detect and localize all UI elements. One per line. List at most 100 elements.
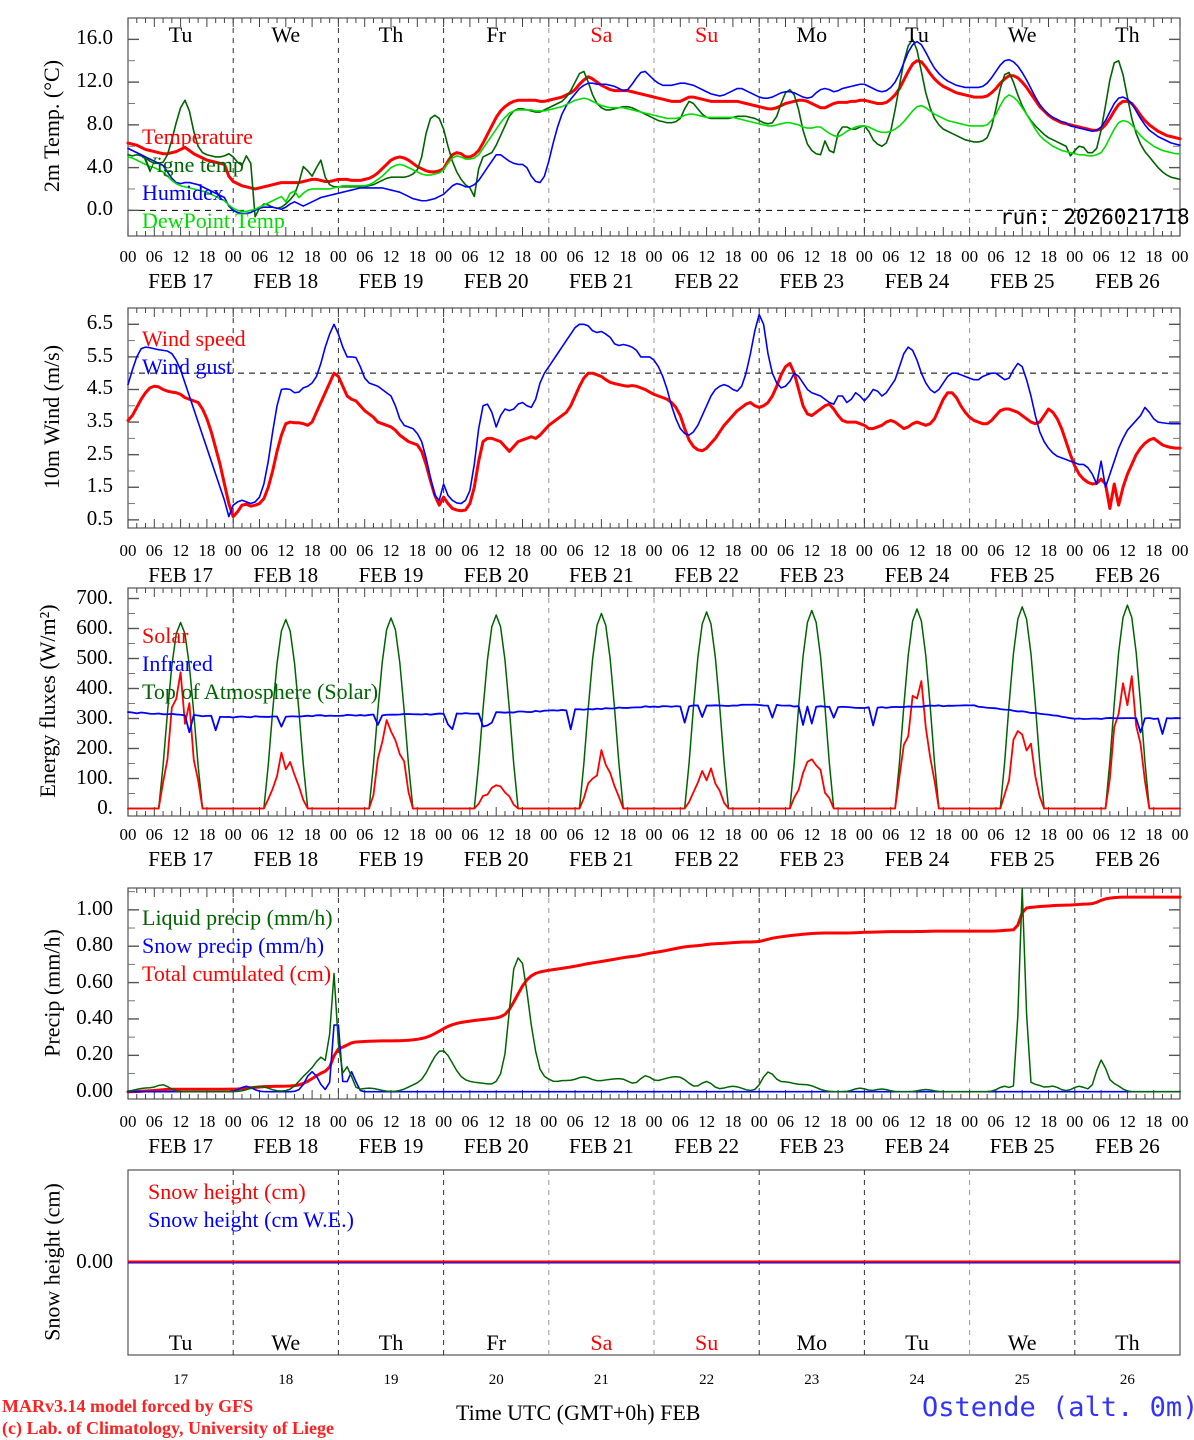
- xtime-3-186: 18: [934, 1112, 952, 1131]
- xtime-3-24: 00: [224, 1112, 242, 1131]
- ytick-energy-0: 0.: [97, 794, 113, 819]
- xdate-3-6: FEB 23: [779, 1134, 845, 1158]
- xtime-3-234: 18: [1145, 1112, 1163, 1131]
- xdate-0-7: FEB 24: [884, 269, 950, 293]
- xtime-1-162: 18: [829, 541, 847, 560]
- xtime-0-186: 18: [934, 247, 952, 266]
- xdate-2-9: FEB 26: [1095, 847, 1160, 871]
- xtime-1-198: 06: [987, 541, 1005, 560]
- xtime-1-66: 18: [408, 541, 426, 560]
- xtime-0-162: 18: [829, 247, 847, 266]
- xtime-2-90: 18: [514, 825, 531, 844]
- xtime-2-198: 06: [987, 825, 1005, 844]
- xtime-0-180: 12: [908, 247, 926, 266]
- run-label: run: 2026021718: [1000, 205, 1190, 229]
- xtime-3-222: 06: [1092, 1112, 1110, 1131]
- xtime-3-0: 00: [119, 1112, 137, 1131]
- xtime-3-132: 12: [698, 1112, 716, 1131]
- xtime-0-18: 18: [198, 247, 216, 266]
- xtime-3-126: 06: [671, 1112, 689, 1131]
- xtime-0-90: 18: [514, 247, 531, 266]
- xtime-2-228: 12: [1118, 825, 1136, 844]
- xtime-3-96: 00: [540, 1112, 558, 1131]
- xtime-1-150: 06: [777, 541, 794, 560]
- xdate-0-5: FEB 22: [674, 269, 739, 293]
- xdate-2-1: FEB 18: [253, 847, 319, 871]
- xtime-0-138: 18: [724, 247, 742, 266]
- ytick-wind-6: 6.5: [86, 310, 113, 335]
- legend-item-temperature-1: Vigne temp: [142, 152, 244, 178]
- xtime-1-234: 18: [1145, 541, 1163, 560]
- xtime-2-234: 18: [1145, 825, 1163, 844]
- daynum-7: 24: [909, 1372, 925, 1388]
- daynum-1: 18: [278, 1372, 294, 1388]
- xtime-3-36: 12: [277, 1112, 295, 1131]
- xtime-2-42: 18: [303, 825, 321, 844]
- xdate-3-9: FEB 26: [1095, 1134, 1160, 1158]
- xdate-0-3: FEB 20: [463, 269, 529, 293]
- xtime-1-0: 00: [119, 541, 137, 560]
- legend-snowheight: Snow height (cm) Snow height (cm W.E.): [148, 1178, 354, 1234]
- xdate-2-7: FEB 24: [884, 847, 950, 871]
- xtime-0-168: 00: [855, 247, 873, 266]
- xtime-1-114: 18: [619, 541, 637, 560]
- xtime-1-54: 06: [356, 541, 374, 560]
- xdate-0-9: FEB 26: [1095, 269, 1160, 293]
- xtime-2-150: 06: [777, 825, 794, 844]
- xtime-2-120: 00: [645, 825, 663, 844]
- xtime-1-102: 06: [566, 541, 584, 560]
- dayname-snow-0: Tu: [168, 1330, 193, 1355]
- xtime-2-66: 18: [408, 825, 426, 844]
- xtime-3-114: 18: [619, 1112, 637, 1131]
- xtime-2-108: 12: [592, 825, 610, 844]
- xtime-2-210: 18: [1040, 825, 1057, 844]
- xdate-2-3: FEB 20: [463, 847, 529, 871]
- ytick-snowheight-0: 0.00: [76, 1248, 113, 1273]
- xtime-3-156: 12: [803, 1112, 821, 1131]
- xtime-3-144: 00: [750, 1112, 768, 1131]
- xtime-2-216: 00: [1066, 825, 1084, 844]
- xtime-0-114: 18: [619, 247, 637, 266]
- dayname-snow-4: Sa: [590, 1330, 613, 1355]
- xtime-2-180: 12: [908, 825, 926, 844]
- legend-item-snowheight-1: Snow height (cm W.E.): [148, 1207, 354, 1233]
- xtime-0-6: 06: [145, 247, 163, 266]
- xtime-2-174: 06: [882, 825, 900, 844]
- legend-item-energy-0: Solar: [142, 623, 189, 648]
- xtime-2-126: 06: [671, 825, 689, 844]
- xtime-2-18: 18: [198, 825, 216, 844]
- dayname-snow-9: Th: [1115, 1330, 1140, 1355]
- xtime-3-66: 18: [408, 1112, 426, 1131]
- xtime-0-96: 00: [540, 247, 558, 266]
- xtime-0-48: 00: [329, 247, 347, 266]
- ylabel-snowheight: Snow height (cm): [39, 1182, 64, 1341]
- xtime-3-162: 18: [829, 1112, 847, 1131]
- xtime-0-192: 00: [961, 247, 979, 266]
- xtime-1-30: 06: [251, 541, 268, 560]
- xtime-1-12: 12: [172, 541, 190, 560]
- xtime-3-54: 06: [356, 1112, 374, 1131]
- ytick-energy-5: 500.: [76, 644, 113, 669]
- xdate-2-2: FEB 19: [358, 847, 424, 871]
- plot-area-temperature: [126, 17, 1182, 237]
- ytick-energy-2: 200.: [76, 734, 113, 759]
- ytick-wind-4: 4.5: [86, 375, 113, 400]
- dayname-temp-6: Mo: [796, 22, 828, 47]
- xtime-2-0: 00: [119, 825, 137, 844]
- xtime-3-18: 18: [198, 1112, 216, 1131]
- xtime-2-12: 12: [172, 825, 190, 844]
- xtime-1-60: 12: [382, 541, 400, 560]
- xtime-3-102: 06: [566, 1112, 584, 1131]
- footer-copyright: (c) Lab. of Climatology, University of L…: [2, 1418, 334, 1438]
- xtime-2-168: 00: [855, 825, 873, 844]
- xtime-3-72: 00: [435, 1112, 453, 1131]
- xtime-0-0: 00: [119, 247, 137, 266]
- xtime-0-12: 12: [172, 247, 190, 266]
- ytick-precip-3: 0.60: [76, 968, 113, 993]
- xdate-3-8: FEB 25: [989, 1134, 1055, 1158]
- xtime-1-48: 00: [329, 541, 347, 560]
- xtime-2-96: 00: [540, 825, 558, 844]
- ytick-energy-1: 100.: [76, 764, 113, 789]
- xtime-0-132: 12: [698, 247, 716, 266]
- xdate-1-3: FEB 20: [463, 563, 529, 587]
